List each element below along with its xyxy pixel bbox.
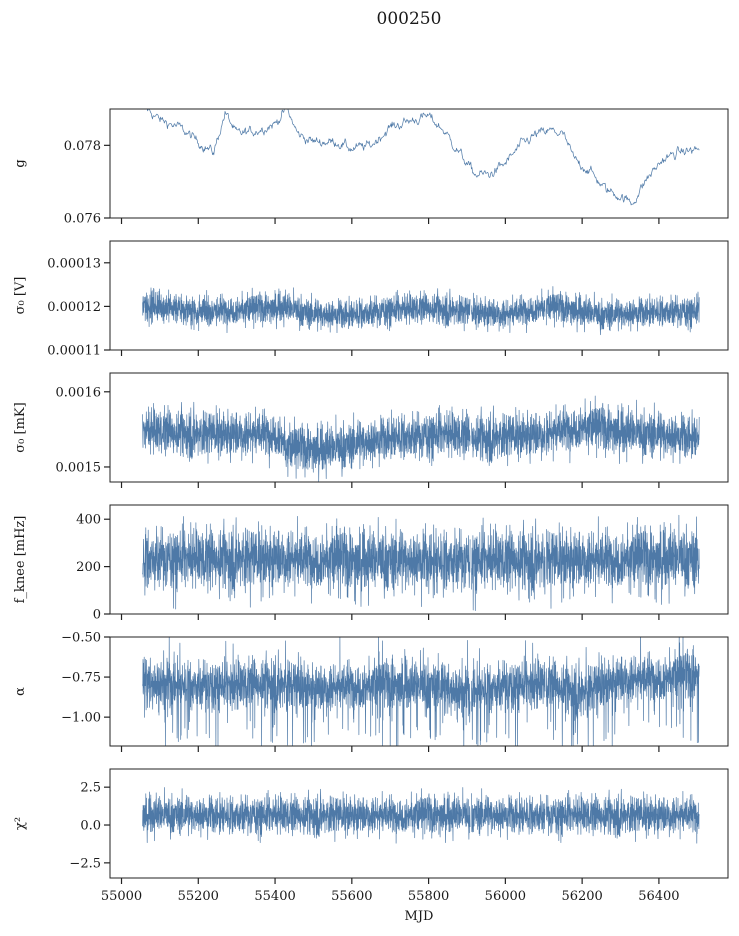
chi2-xtick-label: 56400 <box>638 889 679 904</box>
sigma0_V-series-line <box>142 286 700 336</box>
sigma0_mK-ytick-label: 0.0015 <box>56 460 102 475</box>
alpha-ytick-label: −1.00 <box>61 711 101 726</box>
sigma0_mK-ytick-label: 0.0016 <box>56 385 102 400</box>
fknee-ytick-label: 400 <box>76 513 101 528</box>
panel-sigma0_mK: 0.0015 0.0016 σ₀ [mK] <box>13 372 729 488</box>
chi2-xtick-label: 56000 <box>485 889 526 904</box>
chi2-xtick-label: 55800 <box>408 889 449 904</box>
chi2-ytick-label: 2.5 <box>80 781 101 796</box>
panel-chi2: −2.5 0.0 2.5 55000 55200 55400 55600 55800 56000… <box>13 768 729 924</box>
sigma0_V-ytick-label: 0.00013 <box>47 256 101 271</box>
fknee-axes-frame <box>109 504 729 615</box>
chi2-xtick-label: 55600 <box>331 889 372 904</box>
chi2-ytick-label: −2.5 <box>69 856 101 871</box>
fknee-ytick-label: 200 <box>76 560 101 575</box>
chi2-ylabel: χ² <box>13 817 28 830</box>
alpha-axes-frame <box>109 636 729 747</box>
g-ylabel: g <box>13 159 28 167</box>
sigma0_mK-axes-frame <box>109 372 729 483</box>
g-ytick-label: 0.078 <box>64 139 101 154</box>
chi2-xtick-label: 55200 <box>178 889 219 904</box>
fknee-ytick-label: 0 <box>93 608 101 623</box>
g-series-line <box>146 109 700 206</box>
g-axes-frame <box>109 108 729 219</box>
chi2-axes-frame <box>109 768 729 879</box>
g-ytick-label: 0.076 <box>64 212 101 227</box>
sigma0_mK-ylabel: σ₀ [mK] <box>13 402 28 452</box>
xlabel: MJD <box>405 909 434 924</box>
sigma0_V-ytick-label: 0.00011 <box>47 344 101 359</box>
chi2-xtick-label: 55000 <box>101 889 142 904</box>
panel-g: 0.076 0.078 g <box>13 108 729 227</box>
alpha-ytick-label: −0.50 <box>61 631 101 646</box>
sigma0_V-ylabel: σ₀ [V] <box>13 277 28 315</box>
alpha-ytick-label: −0.75 <box>61 671 101 686</box>
fknee-ylabel: f_knee [mHz] <box>13 516 28 604</box>
alpha-series-line <box>142 637 700 746</box>
sigma0_mK-series-line <box>142 395 700 482</box>
chi2-ytick-label: 0.0 <box>80 819 101 834</box>
chi2-series-line <box>142 787 700 844</box>
figure-title: 000250 <box>377 9 442 29</box>
chi2-xtick-label: 56200 <box>561 889 602 904</box>
panel-fknee: 0 200 400 f_knee [mHz] <box>13 504 729 623</box>
fknee-series-line <box>142 514 700 611</box>
sigma0_V-axes-frame <box>109 240 729 351</box>
sigma0_V-ytick-label: 0.00012 <box>47 300 101 315</box>
panel-sigma0_V: 0.00011 0.00012 0.00013 σ₀ [V] <box>13 240 729 359</box>
alpha-ylabel: α <box>13 687 28 696</box>
panel-alpha: −1.00 −0.75 −0.50 α <box>13 631 729 752</box>
chi2-xtick-label: 55400 <box>254 889 295 904</box>
